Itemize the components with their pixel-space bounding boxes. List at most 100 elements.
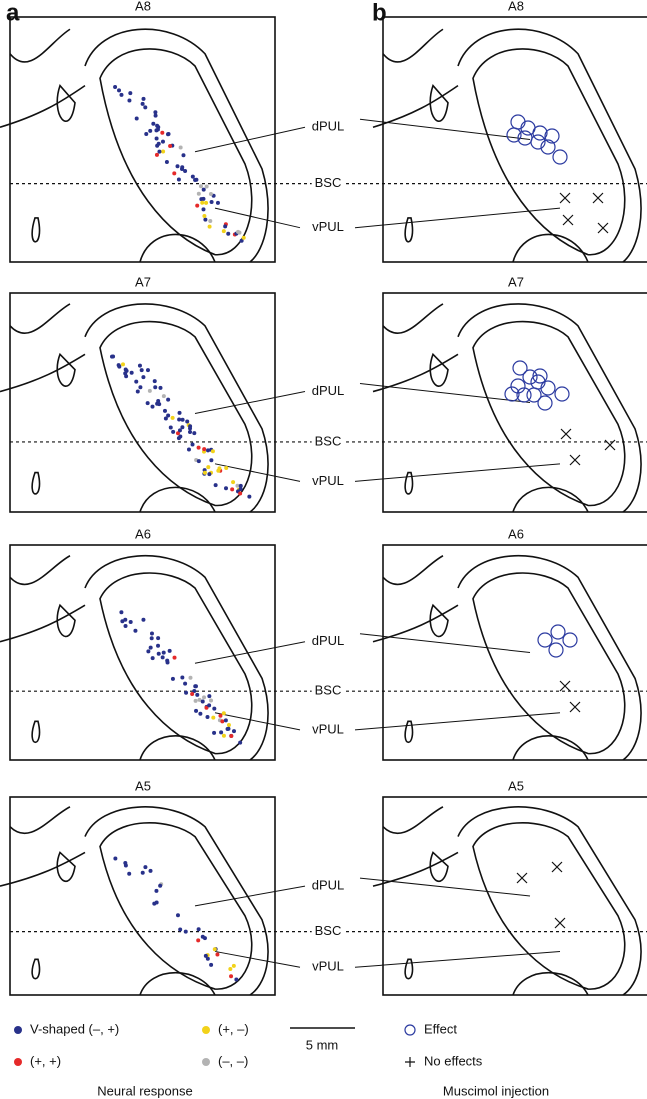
recording-site xyxy=(113,85,117,89)
no-effect-site xyxy=(570,702,580,712)
legend-label: (–, –) xyxy=(218,1053,248,1068)
effect-site xyxy=(549,643,563,657)
legend-label: V-shaped (–, +) xyxy=(30,1021,119,1036)
section-box xyxy=(383,17,647,262)
region-label: BSC xyxy=(315,433,342,448)
recording-site xyxy=(134,380,138,384)
recording-site xyxy=(129,620,133,624)
leader-line xyxy=(360,634,530,653)
effect-site xyxy=(553,150,567,164)
recording-site xyxy=(161,655,165,659)
recording-site xyxy=(155,137,159,141)
recording-site xyxy=(228,967,232,971)
recording-site xyxy=(180,425,184,429)
scale-label: 5 mm xyxy=(306,1037,339,1052)
effect-site xyxy=(511,115,525,129)
legend-label: No effects xyxy=(424,1053,483,1068)
recording-site xyxy=(166,132,170,136)
recording-site xyxy=(151,656,155,660)
section-label: A6 xyxy=(508,526,524,541)
recording-site xyxy=(188,676,192,680)
recording-site xyxy=(239,484,243,488)
recording-site xyxy=(146,401,150,405)
recording-site xyxy=(231,480,235,484)
recording-site xyxy=(127,872,131,876)
recording-site xyxy=(124,864,128,868)
no-effect-site xyxy=(563,215,573,225)
recording-site xyxy=(152,902,156,906)
no-effect-site xyxy=(560,193,570,203)
region-label: vPUL xyxy=(312,473,344,488)
recording-site xyxy=(138,364,142,368)
region-label: dPUL xyxy=(312,878,345,893)
pulvinar-outline xyxy=(100,322,252,506)
recording-site xyxy=(168,649,172,653)
effect-site xyxy=(541,381,555,395)
recording-site xyxy=(153,379,157,383)
recording-site xyxy=(199,197,203,201)
leader-line xyxy=(195,127,305,152)
region-label: dPUL xyxy=(312,633,345,648)
recording-site xyxy=(179,146,183,150)
recording-site xyxy=(154,889,158,893)
recording-site xyxy=(143,105,147,109)
recording-site xyxy=(204,954,208,958)
recording-site xyxy=(180,165,184,169)
recording-site xyxy=(166,398,170,402)
leader-line xyxy=(355,951,560,967)
recording-site xyxy=(197,459,201,463)
tissue-outline xyxy=(373,556,588,760)
recording-site xyxy=(153,385,157,389)
leader-line xyxy=(355,208,560,228)
region-label: BSC xyxy=(315,683,342,698)
recording-site xyxy=(117,88,121,92)
recording-site xyxy=(222,711,226,715)
recording-site xyxy=(160,131,164,135)
recording-site xyxy=(224,718,228,722)
recording-site xyxy=(191,443,195,447)
recording-site xyxy=(181,153,185,157)
recording-site xyxy=(201,207,205,211)
recording-site xyxy=(224,486,228,490)
legend-marker xyxy=(14,1058,22,1066)
recording-site xyxy=(176,913,180,917)
pulvinar-outline xyxy=(473,322,625,506)
recording-site xyxy=(195,693,199,697)
recording-site xyxy=(154,114,158,118)
recording-site xyxy=(209,698,213,702)
recording-site xyxy=(208,219,212,223)
recording-site xyxy=(201,935,205,939)
recording-site xyxy=(156,644,160,648)
panel-label: b xyxy=(372,0,387,26)
recording-site xyxy=(224,466,228,470)
recording-site xyxy=(156,636,160,640)
recording-site xyxy=(150,636,154,640)
no-effect-site xyxy=(517,873,527,883)
recording-site xyxy=(110,355,114,359)
recording-site xyxy=(144,132,148,136)
recording-site xyxy=(212,707,216,711)
recording-site xyxy=(165,160,169,164)
outer-outline xyxy=(458,556,641,760)
recording-site xyxy=(161,140,165,144)
leader-line xyxy=(360,878,530,896)
recording-site xyxy=(124,624,128,628)
tissue-outline xyxy=(0,29,215,262)
recording-site xyxy=(202,447,206,451)
recording-site xyxy=(214,483,218,487)
leader-line xyxy=(195,392,305,414)
recording-site xyxy=(119,610,123,614)
recording-site xyxy=(158,386,162,390)
recording-site xyxy=(169,425,173,429)
section-box xyxy=(383,797,647,995)
recording-site xyxy=(155,124,159,128)
legend-marker xyxy=(405,1057,415,1067)
region-label: vPUL xyxy=(312,219,344,234)
recording-site xyxy=(234,977,238,981)
recording-site xyxy=(203,471,207,475)
no-effect-site xyxy=(598,223,608,233)
recording-site xyxy=(196,938,200,942)
recording-site xyxy=(198,712,202,716)
recording-site xyxy=(238,741,242,745)
effect-site xyxy=(551,625,565,639)
